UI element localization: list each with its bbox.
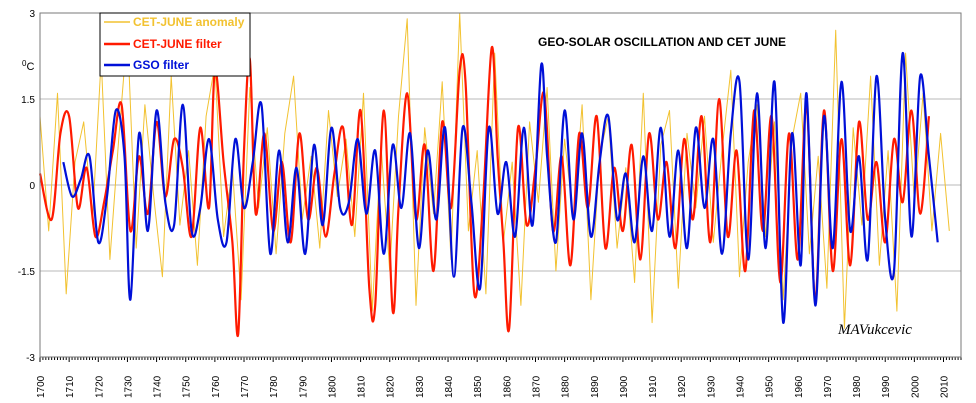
x-tick-label: 1790 <box>298 375 309 398</box>
x-tick-label: 1860 <box>502 375 513 398</box>
y-tick-label: -3 <box>26 353 35 364</box>
x-tick-label: 1770 <box>240 375 251 398</box>
x-tick-label: 1780 <box>269 375 280 398</box>
x-tick-label: 1700 <box>36 375 47 398</box>
x-tick-label: 1990 <box>881 375 892 398</box>
x-tick-label: 1870 <box>531 375 542 398</box>
y-tick-label: -1.5 <box>18 267 36 278</box>
y-tick-label: 1.5 <box>21 95 35 106</box>
plot-frame <box>39 12 962 358</box>
x-tick-label: 1910 <box>648 375 659 398</box>
x-tick-label: 1810 <box>357 375 368 398</box>
x-tick-label: 1930 <box>706 375 717 398</box>
x-tick-label: 1980 <box>852 375 863 398</box>
y-axis: -3 -1.5 0 1.5 3 <box>18 9 36 364</box>
y-tick-label: 0 <box>29 181 35 192</box>
y-tick-label: 3 <box>29 9 35 20</box>
x-tick-label: 1830 <box>415 375 426 398</box>
y-axis-unit: 0C <box>22 59 34 73</box>
x-tick-label: 1730 <box>123 375 134 398</box>
series-gso-filter <box>62 51 939 324</box>
x-tick-label: 1720 <box>94 375 105 398</box>
x-tick-label: 1960 <box>794 375 805 398</box>
series-cet-june-anomaly <box>39 12 950 329</box>
x-tick-label: 1940 <box>735 375 746 398</box>
x-tick-label: 1710 <box>65 375 76 398</box>
x-tick-label: 1900 <box>619 375 630 398</box>
legend-label-gso-filter: GSO filter <box>133 58 189 72</box>
chart-title: GEO-SOLAR OSCILLATION AND CET JUNE <box>538 35 786 49</box>
x-tick-label: 1820 <box>386 375 397 398</box>
legend: CET-JUNE anomaly CET-JUNE filter GSO fil… <box>99 12 251 77</box>
x-tick-label: 1950 <box>765 375 776 398</box>
x-tick-label: 1970 <box>823 375 834 398</box>
signature: MAVukcevic <box>837 322 912 338</box>
x-tick-label: 1880 <box>561 375 572 398</box>
x-tick-label: 1850 <box>473 375 484 398</box>
y-axis-unit-superscript: 0 <box>22 59 27 68</box>
x-tick-label: 1800 <box>327 375 338 398</box>
x-tick-label: 1740 <box>153 375 164 398</box>
x-tick-label: 1760 <box>211 375 222 398</box>
x-tick-label: 1890 <box>590 375 601 398</box>
x-tick-label: 1920 <box>677 375 688 398</box>
x-tick-label: 2000 <box>910 375 921 398</box>
x-tick-label: 2010 <box>940 375 951 398</box>
legend-label-cet-filter: CET-JUNE filter <box>133 37 222 51</box>
x-tick-label: 1840 <box>444 375 455 398</box>
legend-label-anomaly: CET-JUNE anomaly <box>133 15 245 29</box>
y-axis-unit-main: C <box>26 61 34 73</box>
x-tick-label: 1750 <box>182 375 193 398</box>
